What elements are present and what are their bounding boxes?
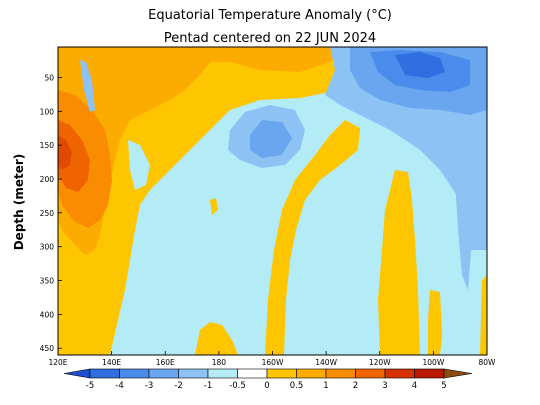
y-axis-label: Depth (meter) xyxy=(12,154,26,251)
colorbar-label: -0.5 xyxy=(229,381,246,391)
colorbar-swatch xyxy=(355,368,386,379)
colorbar-min-arrow xyxy=(63,368,91,379)
colorbar-label: 0.5 xyxy=(290,381,304,391)
y-axis: 50 100 150 200 250 300 350 400 450 xyxy=(40,73,62,353)
warm-region-west-1deg xyxy=(58,47,340,255)
warm-core-3deg xyxy=(58,120,90,192)
colorbar-label: 5 xyxy=(441,381,446,391)
colorbar-label: -2 xyxy=(174,381,182,391)
y-tick-label: 250 xyxy=(40,209,55,218)
y-tick-label: 100 xyxy=(40,107,55,116)
colorbar-swatch xyxy=(119,368,150,379)
colorbar-label: 0 xyxy=(264,381,269,391)
x-tick-label: 180 xyxy=(212,358,227,367)
chart-title: Equatorial Temperature Anomaly (°C) xyxy=(148,8,392,23)
y-tick-label: 350 xyxy=(40,277,55,286)
colorbar-label: 4 xyxy=(412,381,417,391)
x-tick-label: 120E xyxy=(48,358,67,367)
colorbar-swatch xyxy=(325,368,356,379)
colorbar-label: 2 xyxy=(353,381,358,391)
warm-core-4deg xyxy=(58,135,72,170)
warm-tongue-east xyxy=(378,170,420,355)
colorbar-max-arrow xyxy=(443,368,473,379)
colorbar-swatch xyxy=(296,368,327,379)
colorbar-swatch xyxy=(89,368,120,379)
x-tick-label: 80W xyxy=(479,358,497,367)
colorbar-label: -3 xyxy=(145,381,153,391)
colorbar-label: -4 xyxy=(115,381,123,391)
x-tick-label: 160W xyxy=(262,358,284,367)
colorbar-label: 3 xyxy=(382,381,387,391)
warm-patch-far-east xyxy=(480,275,487,355)
x-tick-label: 120W xyxy=(369,358,391,367)
cool-core-east xyxy=(395,52,445,78)
colorbar-swatch xyxy=(148,368,179,379)
warm-patch-east-lower xyxy=(428,290,442,355)
anomaly-field xyxy=(58,47,487,355)
colorbar: -5 -4 -3 -2 -1 -0.5 0 0.5 1 2 3 4 5 xyxy=(63,368,473,391)
cool-core-central xyxy=(250,120,292,158)
y-tick-label: 400 xyxy=(40,310,55,319)
warm-patch-southwest xyxy=(195,322,238,355)
colorbar-label: 1 xyxy=(323,381,328,391)
warm-speck-a xyxy=(210,198,218,215)
colorbar-swatch xyxy=(414,368,445,379)
y-tick-label: 150 xyxy=(40,141,55,150)
warm-spot-2deg-b xyxy=(92,170,106,196)
warm-tongue-central xyxy=(265,120,360,355)
y-tick-label: 50 xyxy=(44,73,54,82)
x-axis: 120E 140E 160E 180 160W 140W 120W 100W 80W xyxy=(48,351,496,367)
x-tick-label: 160E xyxy=(156,358,175,367)
colorbar-swatch xyxy=(237,368,268,379)
y-tick-label: 450 xyxy=(40,344,55,353)
colorbar-swatch xyxy=(384,368,415,379)
colorbar-swatch xyxy=(207,368,238,379)
colorbar-swatch xyxy=(178,368,209,379)
warm-region-west-surface xyxy=(58,47,370,355)
colorbar-label: -5 xyxy=(86,381,94,391)
cool-streak-west xyxy=(80,60,95,112)
cool-patch-west-small xyxy=(128,140,150,190)
colorbar-swatch xyxy=(266,368,297,379)
cool-patch-east-deep xyxy=(455,180,472,290)
y-tick-label: 300 xyxy=(40,243,55,252)
x-tick-label: 140E xyxy=(102,358,121,367)
chart-subtitle: Pentad centered on 22 JUN 2024 xyxy=(163,31,377,46)
colorbar-label: -1 xyxy=(204,381,212,391)
x-tick-label: 140W xyxy=(315,358,337,367)
y-tick-label: 200 xyxy=(40,175,55,184)
x-tick-label: 100W xyxy=(423,358,445,367)
